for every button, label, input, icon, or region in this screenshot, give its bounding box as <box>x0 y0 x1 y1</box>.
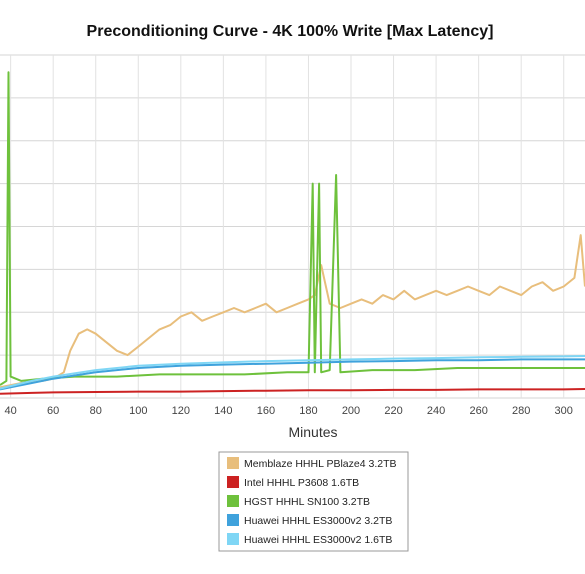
series-line-4 <box>0 358 585 391</box>
legend-entry: Memblaze HHHL PBlaze4 3.2TB <box>244 458 397 470</box>
x-tick-label: 280 <box>512 405 530 417</box>
x-tick-label: 200 <box>342 405 360 417</box>
x-tick-label: 240 <box>427 405 445 417</box>
legend-entry: HGST HHHL SN100 3.2TB <box>244 496 370 508</box>
x-tick-label: 100 <box>129 405 147 417</box>
series-line-1 <box>0 234 585 389</box>
legend-swatch <box>227 514 239 526</box>
legend-entry: Huawei HHHL ES3000v2 3.2TB <box>244 515 392 527</box>
x-tick-label: 180 <box>299 405 317 417</box>
series-line-3 <box>0 71 585 386</box>
x-tick-label: 60 <box>47 405 59 417</box>
series-line-5 <box>0 355 585 390</box>
legend-swatch <box>227 533 239 545</box>
x-tick-label: 300 <box>555 405 573 417</box>
series-layer <box>0 71 585 395</box>
legend-entry: Huawei HHHL ES3000v2 1.6TB <box>244 534 392 546</box>
x-tick-label: 160 <box>257 405 275 417</box>
legend-swatch <box>227 476 239 488</box>
x-axis-label: Minutes <box>288 424 337 440</box>
x-axis-ticks: 40 60 80 100 120 140 160 180 200 220 240 260 280 300 <box>5 405 573 417</box>
legend-entry: Intel HHHL P3608 1.6TB <box>244 477 359 489</box>
x-tick-label: 140 <box>214 405 232 417</box>
legend-swatch <box>227 495 239 507</box>
x-tick-label: 40 <box>5 405 17 417</box>
legend-swatch <box>227 457 239 469</box>
legend: Memblaze HHHL PBlaze4 3.2TB Intel HHHL P3… <box>218 451 409 552</box>
series-line-2 <box>0 388 585 395</box>
legend-box <box>218 451 409 552</box>
x-tick-label: 220 <box>384 405 402 417</box>
x-tick-label: 120 <box>172 405 190 417</box>
x-tick-label: 80 <box>90 405 102 417</box>
x-tick-label: 260 <box>469 405 487 417</box>
chart-title: Preconditioning Curve - 4K 100% Write [M… <box>87 23 494 40</box>
grid-layer <box>0 54 585 399</box>
